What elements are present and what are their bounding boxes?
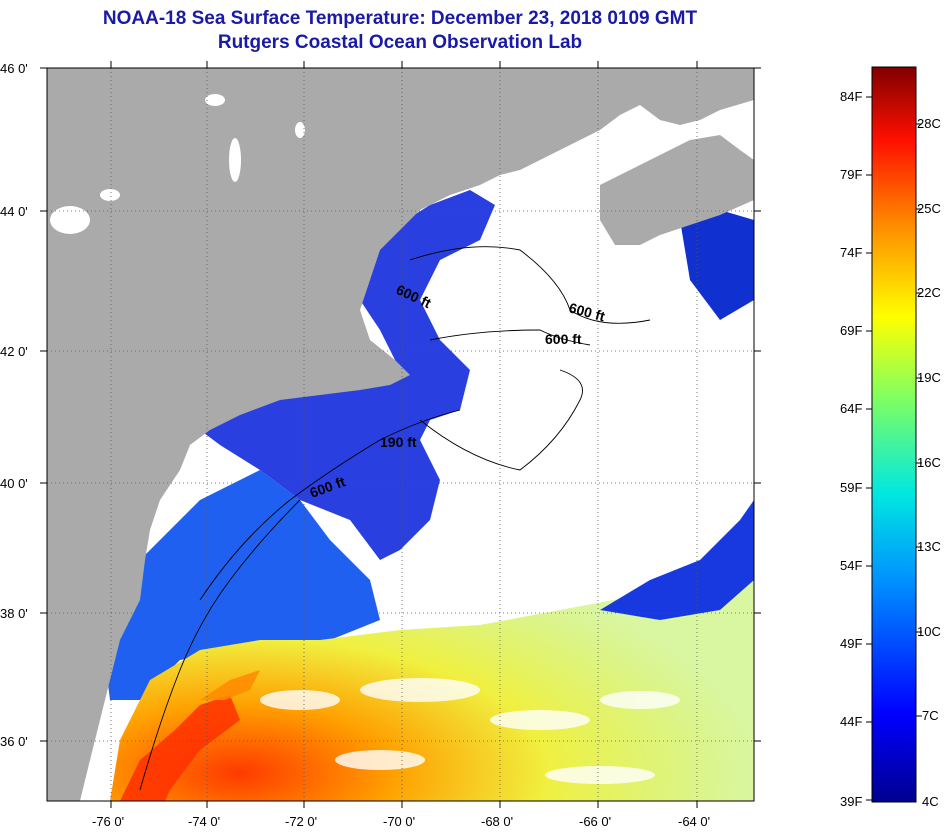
lakes	[50, 94, 305, 234]
map-title: NOAA-18 Sea Surface Temperature: Decembe…	[102, 8, 698, 29]
scotian-water	[680, 210, 754, 320]
colorbar-f-label: 59F	[840, 480, 862, 495]
lat-label: 40 0'	[0, 476, 28, 491]
colorbar-c-label: 4C	[922, 794, 939, 809]
cloud-patches	[260, 678, 680, 784]
colorbar-c-label: 28C	[917, 116, 941, 131]
colorbar-f-label: 39F	[840, 794, 862, 809]
lat-label: 38 0'	[0, 606, 28, 621]
colorbar-f-label: 44F	[840, 714, 862, 729]
lon-label: -70 0'	[383, 814, 415, 829]
lat-label: 36 0'	[0, 734, 28, 749]
colorbar-f-label: 84F	[840, 89, 862, 104]
map-area	[47, 68, 754, 801]
colorbar-f-label: 74F	[840, 245, 862, 260]
colorbar-c-label: 16C	[917, 455, 941, 470]
lon-label: -68 0'	[481, 814, 513, 829]
colorbar-f-label: 64F	[840, 401, 862, 416]
lon-label: -64 0'	[678, 814, 710, 829]
colorbar-c-label: 10C	[917, 624, 941, 639]
colorbar-ticks	[866, 96, 922, 801]
colorbar-f-label: 54F	[840, 558, 862, 573]
lon-label: -66 0'	[579, 814, 611, 829]
warm-water	[110, 520, 754, 801]
colorbar-c-label: 22C	[917, 285, 941, 300]
lat-label: 44 0'	[0, 204, 28, 219]
colorbar	[871, 66, 917, 803]
isobath-label: 190 ft	[380, 434, 417, 450]
colorbar-f-label: 49F	[840, 636, 862, 651]
map-frame	[46, 67, 755, 802]
colorbar-f-label: 69F	[840, 323, 862, 338]
gulf-stream-core	[120, 695, 240, 801]
colorbar-c-label: 7C	[922, 708, 939, 723]
gulf-stream-eddy	[200, 670, 260, 700]
colorbar-c-label: 13C	[917, 539, 941, 554]
eastern-water	[600, 500, 754, 620]
lon-label: -72 0'	[285, 814, 317, 829]
lon-label: -76 0'	[92, 814, 124, 829]
land-nova-scotia	[600, 135, 754, 245]
land-mainland	[47, 68, 754, 801]
lat-label: 46 0'	[0, 61, 28, 76]
lat-label: 42 0'	[0, 344, 28, 359]
lon-label: -74 0'	[188, 814, 220, 829]
colorbar-c-label: 19C	[917, 370, 941, 385]
colorbar-c-label: 25C	[917, 201, 941, 216]
map-subtitle: Rutgers Coastal Ocean Observation Lab	[217, 32, 583, 53]
cold-shelf-water	[200, 190, 495, 560]
isobath-label: 600 ft	[545, 331, 582, 347]
colorbar-f-label: 79F	[840, 167, 862, 182]
isobaths	[139, 246, 651, 791]
axis-ticks	[40, 61, 761, 808]
